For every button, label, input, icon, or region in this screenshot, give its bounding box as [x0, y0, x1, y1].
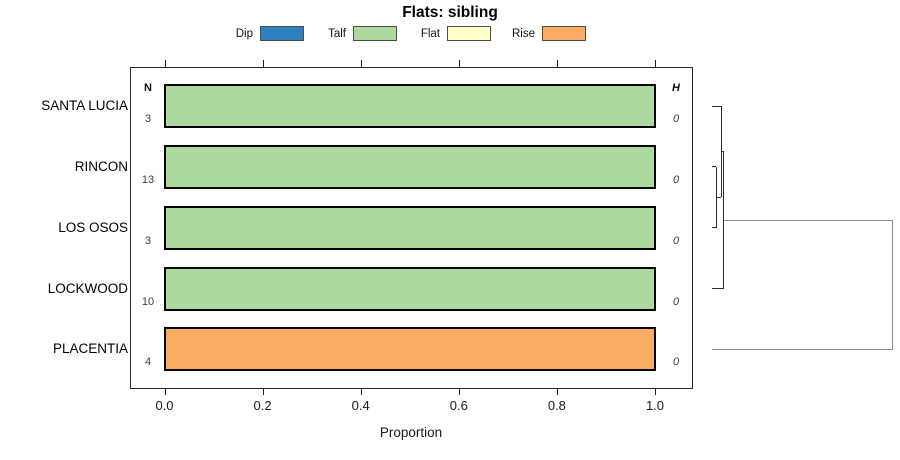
n-value: 13: [141, 173, 155, 186]
row-label: LOCKWOOD: [47, 280, 128, 296]
row-label: SANTA LUCIA: [41, 98, 128, 114]
n-value: 4: [144, 356, 152, 369]
dendrogram-segment: [711, 227, 716, 229]
dendrogram-segment: [716, 196, 721, 198]
legend-label-rise: Rise: [511, 28, 535, 40]
n-value: 3: [144, 234, 152, 247]
x-tick-top: [655, 60, 656, 67]
bar-talf: [164, 266, 656, 311]
h-value: 0: [672, 234, 680, 247]
dendrogram-segment: [721, 151, 724, 153]
legend-label-talf: Talf: [328, 28, 346, 40]
legend-swatch-talf: [353, 26, 397, 41]
x-tick-top: [262, 60, 264, 67]
h-value: 0: [672, 173, 680, 186]
x-tick-bottom: [655, 388, 656, 395]
x-tick-label: 0.6: [449, 398, 468, 413]
x-tick-bottom: [360, 388, 362, 395]
bar-talf: [164, 144, 656, 189]
x-tick-label: 0.2: [253, 398, 272, 413]
dendrogram-segment: [723, 219, 893, 221]
legend-swatch-rise: [542, 26, 586, 41]
x-tick-label: 1.0: [645, 398, 665, 413]
dendrogram-segment: [711, 288, 724, 290]
x-tick-top: [556, 60, 558, 67]
plot-area: [130, 67, 693, 389]
x-axis-title: Proportion: [379, 425, 443, 440]
dendrogram-segment: [711, 348, 893, 350]
bar-rise: [164, 327, 656, 372]
x-tick-top: [164, 60, 166, 67]
chart-title: Flats: sibling: [402, 4, 498, 21]
row-label: PLACENTIA: [52, 341, 128, 357]
row-label: LOS OSOS: [58, 219, 128, 235]
row-label: RINCON: [74, 159, 128, 175]
h-value: 0: [672, 295, 680, 308]
dendrogram-segment: [711, 105, 721, 107]
x-tick-label: 0.4: [351, 398, 370, 413]
x-tick-bottom: [458, 388, 460, 395]
dendrogram-segment: [711, 166, 716, 168]
x-tick-top: [360, 60, 362, 67]
h-value: 0: [672, 356, 680, 369]
bar-talf: [164, 205, 656, 250]
legend-swatch-flat: [447, 26, 491, 41]
x-tick-label: 0.8: [547, 398, 566, 413]
h-column-header: H: [672, 82, 680, 94]
x-tick-bottom: [556, 388, 558, 395]
n-value: 3: [144, 113, 152, 125]
x-tick-bottom: [164, 388, 166, 395]
legend-swatch-dip: [260, 26, 304, 41]
n-value: 10: [141, 295, 155, 308]
x-tick-top: [458, 60, 460, 67]
legend-label-dip: Dip: [235, 28, 253, 40]
h-value: 0: [672, 113, 680, 125]
bar-talf: [164, 84, 656, 128]
x-tick-label: 0.0: [155, 398, 174, 413]
legend-label-flat: Flat: [420, 28, 440, 40]
n-column-header: N: [144, 82, 152, 94]
x-tick-bottom: [262, 388, 264, 395]
dendrogram-segment: [892, 220, 893, 350]
